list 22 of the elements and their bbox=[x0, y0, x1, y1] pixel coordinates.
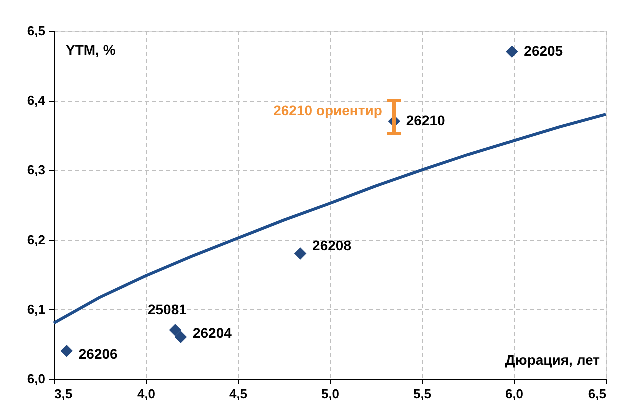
x-tick-label: 5,5 bbox=[413, 386, 432, 402]
y-tick-label: 6,4 bbox=[27, 93, 46, 108]
x-tick-label: 3,5 bbox=[54, 386, 73, 402]
y-tick-label: 6,2 bbox=[27, 232, 46, 248]
y-tick-label: 6,1 bbox=[27, 302, 46, 317]
x-tick-label: 4,0 bbox=[137, 386, 156, 402]
y-tick-label: 6,0 bbox=[27, 372, 46, 386]
y-axis-title: YTM, % bbox=[66, 42, 116, 58]
x-tick-label: 5,0 bbox=[321, 386, 340, 402]
annotation: 26210 ориентир bbox=[274, 102, 382, 118]
x-tick-label: 4,5 bbox=[229, 386, 248, 402]
annotation: 26210 bbox=[406, 112, 446, 128]
annotation: 26206 bbox=[78, 346, 118, 362]
x-tick-label: 6,5 bbox=[588, 386, 606, 402]
annotation: 26205 bbox=[524, 42, 564, 59]
y-tick-label: 6,5 bbox=[27, 24, 46, 38]
annotation: 26204 bbox=[192, 325, 232, 342]
annotation: 25081 bbox=[148, 301, 188, 318]
annotation: 26208 bbox=[312, 238, 352, 254]
y-tick-label: 6,3 bbox=[27, 162, 46, 178]
x-tick-label: 6,0 bbox=[505, 386, 524, 402]
x-axis-title: Дюрация, лет bbox=[505, 352, 600, 368]
